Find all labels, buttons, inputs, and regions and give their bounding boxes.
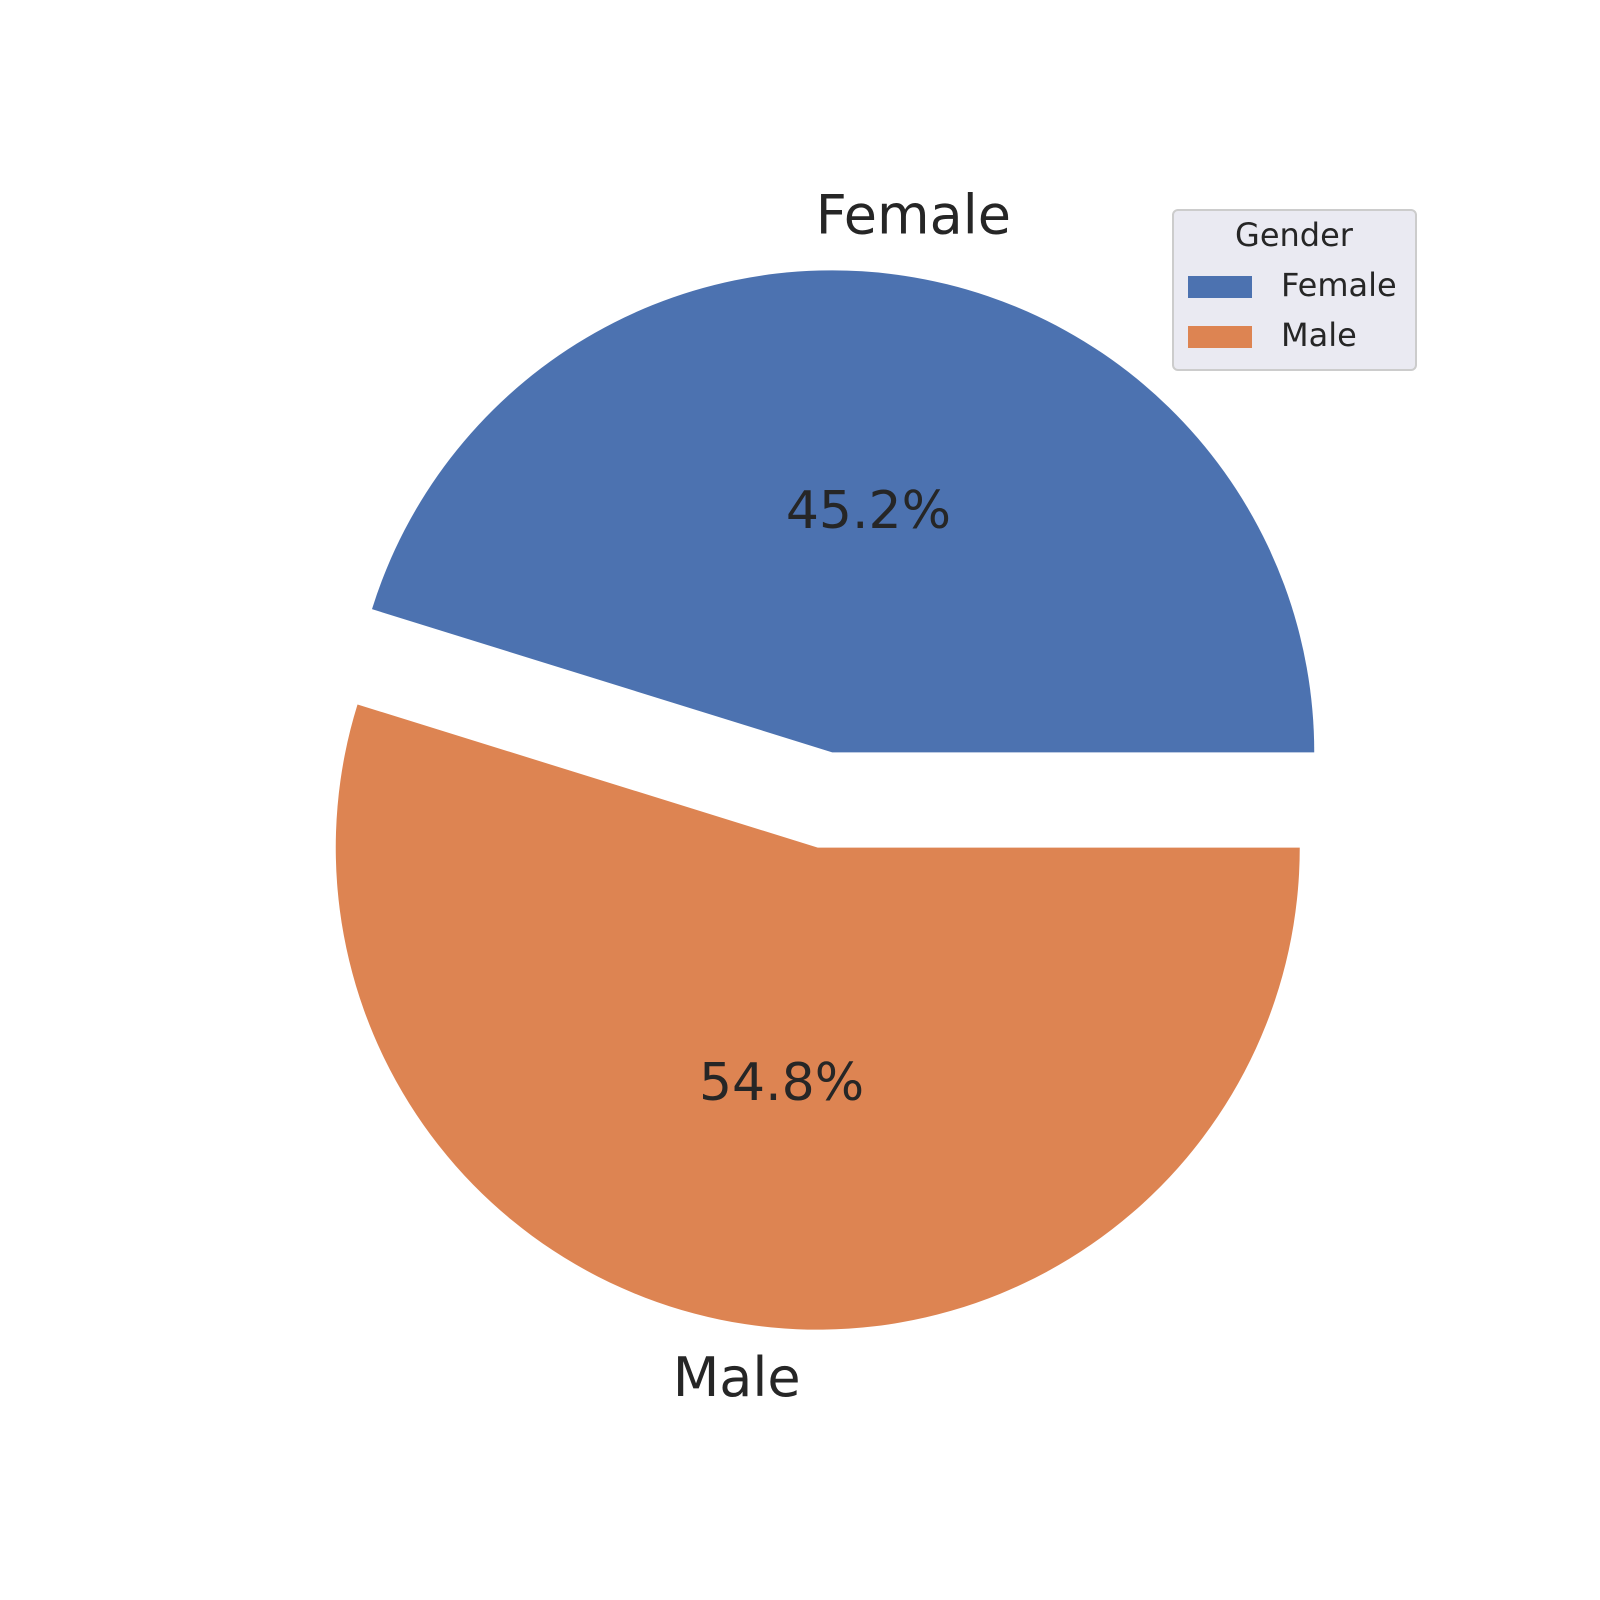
pie-slice <box>335 704 1300 1330</box>
pie-slice <box>371 270 1315 753</box>
legend-label: Female <box>1281 266 1397 304</box>
value-label: 54.8% <box>699 1053 864 1113</box>
legend-swatch <box>1188 276 1252 298</box>
legend-swatch <box>1188 326 1252 348</box>
slice-label: Male <box>673 1346 801 1409</box>
legend-title: Gender <box>1235 216 1354 254</box>
value-label: 45.2% <box>786 481 951 541</box>
legend-label: Male <box>1281 316 1357 354</box>
legend: Gender Female Male <box>1172 209 1417 371</box>
slice-label: Female <box>816 183 1011 246</box>
